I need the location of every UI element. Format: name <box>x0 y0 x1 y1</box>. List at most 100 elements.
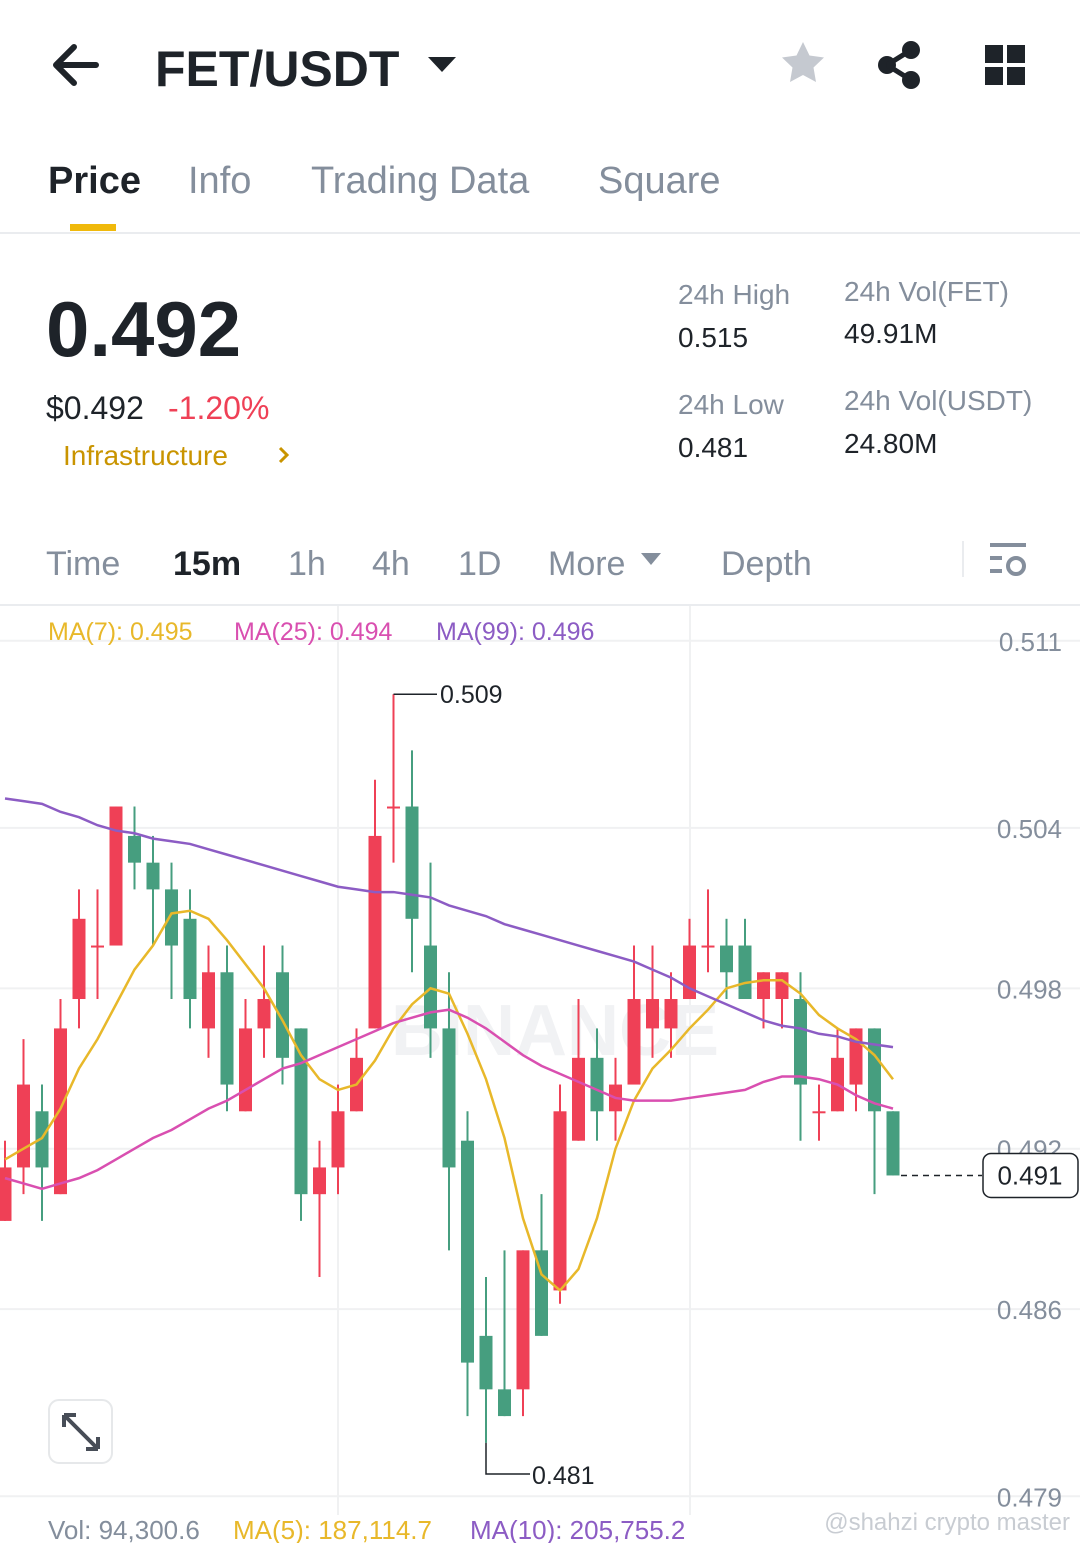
last-price-label: 0.491 <box>997 1160 1062 1190</box>
chart: 0.5110.5040.4980.4920.4860.479BINANCEMA(… <box>0 606 1080 1543</box>
volume-label: MA(5): 187,114.7 <box>233 1515 432 1543</box>
candle-body <box>794 999 807 1085</box>
candle-body <box>109 806 123 946</box>
chart-settings[interactable] <box>990 543 1026 576</box>
candle-body <box>442 1028 456 1168</box>
candle-body <box>498 1389 511 1417</box>
stat-value: 0.481 <box>678 432 748 463</box>
candle-body <box>54 1028 67 1195</box>
stat-label: 24h High <box>678 279 790 310</box>
back-button[interactable] <box>53 44 99 86</box>
annotation-line <box>485 1442 530 1475</box>
candle-body <box>91 945 104 948</box>
candle-body <box>331 1111 345 1168</box>
tab-square[interactable]: Square <box>598 160 721 202</box>
high-annotation: 0.509 <box>440 681 503 709</box>
candle-body <box>387 806 400 809</box>
divider <box>0 604 1080 606</box>
candle-body <box>405 806 419 919</box>
interval-depth[interactable]: Depth <box>721 545 812 583</box>
tab-indicator <box>70 224 116 231</box>
y-tick-label: 0.511 <box>999 627 1062 657</box>
candle-body <box>424 945 437 1029</box>
candle-body <box>572 1057 585 1141</box>
stat-value: 24.80M <box>844 428 937 459</box>
candle-body <box>257 999 271 1029</box>
candle-body <box>479 1335 493 1390</box>
candle-body <box>627 999 641 1085</box>
stat-value: 0.515 <box>678 322 748 353</box>
layout-button[interactable] <box>985 45 1025 85</box>
interval-more[interactable]: More <box>548 545 625 583</box>
tab-trading-data[interactable]: Trading Data <box>311 160 530 202</box>
tab-info[interactable]: Info <box>188 160 251 202</box>
candle-body <box>146 862 160 890</box>
candle-body <box>646 999 659 1029</box>
candle-body <box>239 1028 252 1112</box>
candle-body <box>868 1028 881 1112</box>
last-price-box <box>982 1152 1079 1199</box>
candle-body <box>220 972 234 1085</box>
candle-body <box>313 1167 326 1195</box>
candle-body <box>812 1111 826 1114</box>
ma-line <box>4 797 894 1049</box>
candle-body <box>183 918 197 1000</box>
last-price: 0.492 <box>46 285 241 373</box>
stat-label: 24h Vol(FET) <box>844 276 1009 307</box>
divider <box>962 541 964 577</box>
favorite-star[interactable] <box>782 42 824 82</box>
candle-body <box>276 972 289 1058</box>
candle-body <box>202 972 215 1029</box>
candle-body <box>553 1111 567 1291</box>
interval[interactable]: Time <box>46 545 120 583</box>
candle-body <box>461 1140 474 1363</box>
chevron <box>278 446 290 464</box>
divider <box>0 232 1080 234</box>
candle-body <box>294 1028 308 1195</box>
ma-legend: MA(25): 0.494 <box>234 618 393 646</box>
sector-link[interactable]: Infrastructure <box>63 440 228 471</box>
candle-body <box>72 918 86 1000</box>
ma-legend: MA(7): 0.495 <box>48 618 193 646</box>
price-change: -1.20% <box>168 390 269 426</box>
interval[interactable]: 1D <box>458 545 501 583</box>
candle-body <box>535 1250 548 1336</box>
usd-price: $0.492 <box>46 390 144 426</box>
candle-body <box>165 889 178 946</box>
candle-body <box>516 1250 530 1390</box>
stat-label: 24h Vol(USDT) <box>844 385 1032 416</box>
pair-dropdown[interactable] <box>428 57 456 72</box>
interval[interactable]: 4h <box>372 545 410 583</box>
y-tick-label: 0.479 <box>997 1482 1062 1512</box>
volume-label: Vol: 94,300.6 <box>48 1515 200 1543</box>
candle-body <box>701 945 715 948</box>
pair-title[interactable]: FET/USDT <box>155 41 399 97</box>
candle-body <box>664 999 678 1029</box>
y-tick-label: 0.486 <box>997 1295 1062 1325</box>
interval-active[interactable]: 15m <box>173 545 241 583</box>
credit-watermark: @shahzi crypto master <box>824 1509 1070 1536</box>
candle-body <box>757 972 770 1000</box>
share-button[interactable] <box>878 41 920 89</box>
interval[interactable]: 1h <box>288 545 326 583</box>
more-dropdown <box>641 553 661 565</box>
candle-body <box>590 1057 604 1112</box>
volume-label: MA(10): 205,755.2 <box>470 1515 685 1543</box>
y-tick-label: 0.498 <box>997 974 1062 1004</box>
candle-body <box>17 1084 30 1168</box>
candle-body <box>738 945 752 1000</box>
y-tick-label: 0.504 <box>997 814 1062 844</box>
fullscreen-button[interactable] <box>48 1399 113 1464</box>
stat-value: 49.91M <box>844 318 937 349</box>
ma-line <box>4 909 894 1293</box>
ma-legend: MA(99): 0.496 <box>436 618 594 646</box>
tab-price[interactable]: Price <box>48 160 141 202</box>
stat-label: 24h Low <box>678 389 785 420</box>
candle-body <box>128 835 141 863</box>
candle-body <box>0 1167 12 1221</box>
ma-line <box>4 1008 894 1191</box>
candle-body <box>368 835 382 1029</box>
candle-body <box>886 1111 900 1176</box>
candle-body <box>775 972 789 1000</box>
